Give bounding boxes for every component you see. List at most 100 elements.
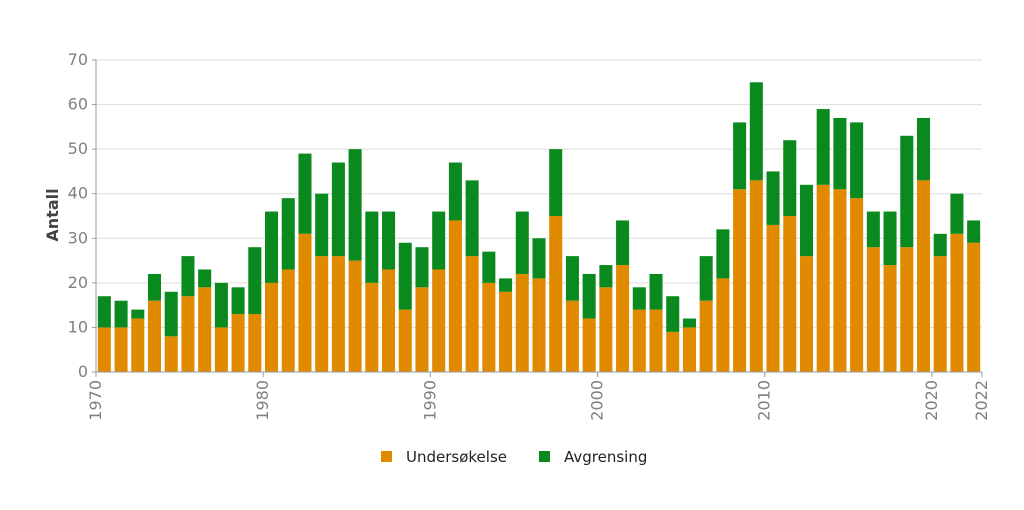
bar-undersokelse-2022	[967, 242, 981, 372]
x-tick-label: 1970	[86, 380, 105, 421]
bar-avgrensing-2014	[833, 117, 847, 190]
bar-avgrensing-1991	[448, 162, 462, 221]
bar-avgrensing-2003	[649, 273, 663, 310]
bar-undersokelse-1981	[281, 269, 295, 372]
bar-undersokelse-1990	[432, 269, 446, 372]
bar-undersokelse-2015	[850, 198, 864, 372]
bar-avgrensing-1998	[565, 256, 579, 301]
bar-undersokelse-1987	[382, 269, 396, 372]
x-tick-label: 1990	[420, 380, 439, 421]
bar-undersokelse-2008	[733, 189, 747, 372]
bar-undersokelse-1976	[198, 287, 212, 372]
bar-undersokelse-1984	[331, 256, 345, 372]
bar-undersokelse-2017	[883, 265, 897, 372]
y-tick-label: 50	[68, 139, 88, 158]
bar-avgrensing-1985	[348, 149, 362, 261]
x-tick-label: 2000	[588, 380, 607, 421]
bar-undersokelse-2018	[900, 247, 914, 372]
bar-avgrensing-2012	[799, 184, 813, 257]
bar-avgrensing-1978	[231, 287, 245, 315]
bar-undersokelse-1993	[482, 282, 496, 372]
x-tick-label: 2020	[922, 380, 941, 421]
bar-undersokelse-1994	[499, 291, 513, 372]
legend-item-avgrensing[interactable]: Avgrensing	[539, 448, 647, 466]
x-tick-labels: 1970 1980 1990 2000 2010 2020 2022	[86, 380, 991, 421]
bar-avgrensing-1981	[281, 198, 295, 270]
bar-undersokelse-2012	[799, 256, 813, 372]
bar-undersokelse-1989	[415, 287, 429, 372]
bar-undersokelse-1986	[365, 282, 379, 372]
bar-avgrensing-1984	[331, 162, 345, 257]
bar-avgrensing-2017	[883, 211, 897, 266]
bar-undersokelse-2021	[950, 233, 964, 372]
bar-avgrensing-1980	[265, 211, 279, 283]
bar-undersokelse-1980	[265, 282, 279, 372]
bar-avgrensing-1999	[582, 273, 596, 319]
bar-undersokelse-1970	[97, 327, 111, 372]
bar-avgrensing-2006	[699, 256, 713, 301]
bar-avgrensing-2008	[733, 122, 747, 190]
bar-undersokelse-1983	[315, 256, 329, 372]
bar-undersokelse-2000	[599, 287, 613, 372]
x-tick-label: 2010	[755, 380, 774, 421]
bar-undersokelse-2001	[616, 265, 630, 372]
bar-undersokelse-1971	[114, 327, 128, 372]
bar-undersokelse-1985	[348, 260, 362, 372]
bar-avgrensing-2001	[616, 220, 630, 266]
bar-avgrensing-1971	[114, 300, 128, 328]
bar-avgrensing-2019	[916, 117, 931, 181]
bar-undersokelse-1977	[214, 327, 228, 372]
y-tick-label: 10	[68, 317, 88, 336]
bar-avgrensing-1993	[482, 251, 496, 283]
bar-undersokelse-2016	[866, 247, 880, 372]
bar-avgrensing-1976	[198, 269, 212, 288]
legend-label: Undersøkelse	[406, 448, 507, 466]
bar-undersokelse-1978	[231, 314, 245, 372]
bar-undersokelse-2005	[682, 327, 696, 372]
bar-avgrensing-2016	[866, 211, 880, 248]
bar-avgrensing-1989	[415, 247, 429, 288]
legend-label: Avgrensing	[564, 448, 647, 466]
bar-undersokelse-2004	[666, 331, 680, 372]
bars	[97, 82, 981, 372]
legend-swatch	[539, 451, 550, 462]
bar-avgrensing-2015	[850, 122, 864, 199]
bar-undersokelse-1988	[398, 309, 412, 372]
bar-undersokelse-2006	[699, 300, 713, 372]
bar-avgrensing-2011	[783, 140, 797, 216]
bar-avgrensing-1988	[398, 242, 412, 310]
y-axis-title: Antall	[43, 188, 62, 241]
bar-undersokelse-2011	[783, 216, 797, 372]
bar-avgrensing-1995	[515, 211, 529, 274]
bar-undersokelse-2002	[632, 309, 646, 372]
bar-avgrensing-2007	[716, 229, 730, 279]
bar-avgrensing-2005	[682, 318, 696, 328]
bar-avgrensing-1974	[164, 291, 178, 337]
legend-swatch	[381, 451, 392, 462]
bar-undersokelse-2020	[933, 256, 947, 372]
bar-undersokelse-2019	[916, 180, 931, 372]
bar-avgrensing-2010	[766, 171, 780, 225]
bar-avgrensing-2004	[666, 296, 680, 332]
bar-undersokelse-2003	[649, 309, 663, 372]
bar-undersokelse-1999	[582, 318, 596, 372]
bar-avgrensing-1979	[248, 247, 262, 315]
bar-undersokelse-1991	[448, 220, 462, 372]
bar-avgrensing-1983	[315, 193, 329, 257]
bar-avgrensing-1973	[147, 273, 162, 301]
bar-avgrensing-1975	[181, 256, 195, 297]
bar-undersokelse-2013	[816, 184, 830, 372]
bar-undersokelse-1974	[164, 336, 178, 372]
bar-avgrensing-1996	[532, 238, 546, 279]
y-tick-label: 0	[78, 362, 88, 381]
bar-avgrensing-1987	[382, 211, 396, 270]
bar-undersokelse-2010	[766, 224, 780, 372]
bar-avgrensing-2018	[900, 135, 914, 248]
bar-avgrensing-1977	[214, 282, 228, 328]
bar-undersokelse-1992	[465, 256, 479, 372]
bar-avgrensing-1970	[97, 296, 111, 328]
bar-undersokelse-1982	[298, 233, 312, 372]
legend-item-undersokelse[interactable]: Undersøkelse	[381, 448, 507, 466]
bar-undersokelse-1973	[147, 300, 162, 372]
